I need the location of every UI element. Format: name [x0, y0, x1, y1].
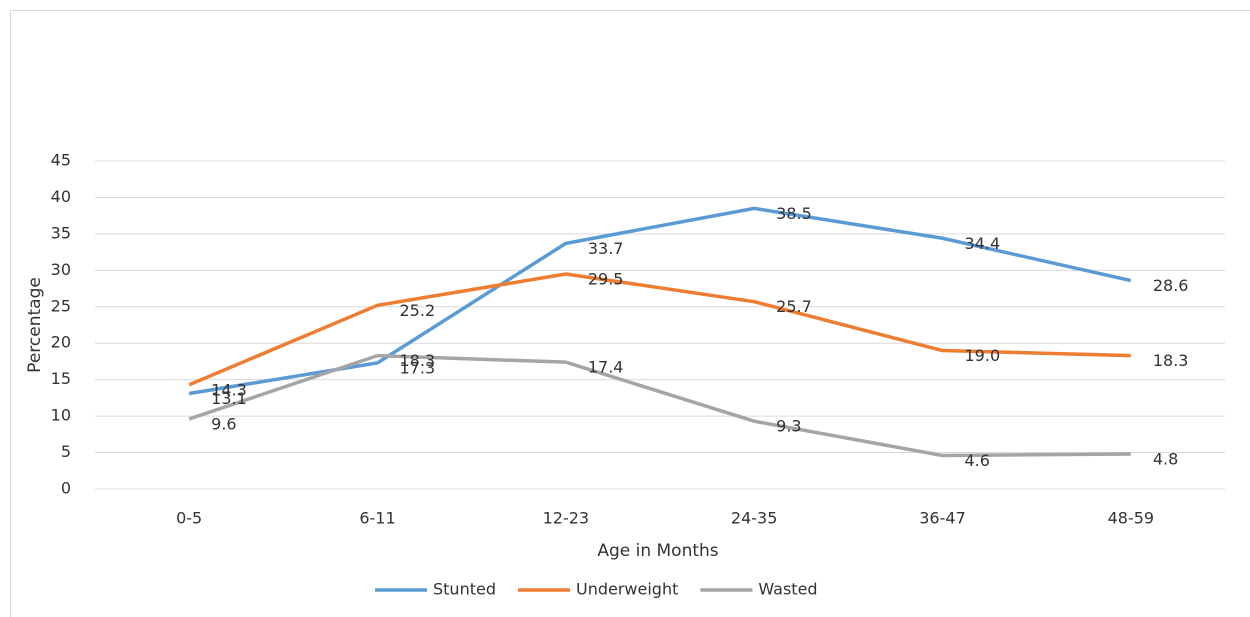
- y-tick-label: 10: [51, 406, 71, 425]
- data-label: 9.6: [211, 415, 236, 434]
- y-tick-label: 25: [51, 296, 71, 315]
- y-tick-label: 30: [51, 260, 71, 279]
- data-label: 14.3: [211, 380, 247, 399]
- data-label: 4.6: [965, 451, 990, 470]
- y-tick-label: 35: [51, 223, 71, 242]
- data-label: 28.6: [1153, 276, 1189, 295]
- x-tick-label: 12-23: [543, 509, 590, 528]
- y-tick-label: 45: [51, 151, 71, 170]
- series-line: [188, 353, 1131, 458]
- data-label: 13.1: [211, 389, 247, 408]
- legend-label: Underweight: [576, 580, 678, 599]
- x-tick-label: 6-11: [359, 509, 395, 528]
- data-label: 33.7: [588, 239, 624, 258]
- data-label: 18.3: [400, 351, 436, 370]
- x-tick-label: 0-5: [176, 509, 202, 528]
- data-label: 9.3: [776, 417, 801, 436]
- data-label: 34.4: [965, 234, 1001, 253]
- data-label: 25.2: [400, 301, 436, 320]
- data-label: 17.4: [588, 358, 624, 377]
- y-tick-label: 15: [51, 369, 71, 388]
- legend-label: Wasted: [758, 580, 817, 599]
- y-tick-label: 20: [51, 333, 71, 352]
- x-axis-title: Age in Months: [597, 541, 718, 561]
- y-tick-label: 40: [51, 187, 71, 206]
- data-label: 4.8: [1153, 450, 1178, 469]
- x-tick-label: 36-47: [919, 509, 966, 528]
- data-label: 19.0: [965, 346, 1001, 365]
- data-label: 38.5: [776, 204, 812, 223]
- y-axis-title: Percentage: [25, 277, 45, 373]
- data-label: 17.3: [400, 358, 436, 377]
- series-line: [188, 272, 1131, 387]
- chart-frame: [10, 10, 1250, 617]
- x-tick-label: 48-59: [1108, 509, 1155, 528]
- y-tick-label: 5: [61, 442, 71, 461]
- y-tick-label: 0: [61, 479, 71, 498]
- data-label: 29.5: [588, 269, 624, 288]
- legend-label: Stunted: [433, 580, 496, 599]
- data-label: 25.7: [776, 297, 812, 316]
- x-tick-label: 24-35: [731, 509, 778, 528]
- data-label: 18.3: [1153, 351, 1189, 370]
